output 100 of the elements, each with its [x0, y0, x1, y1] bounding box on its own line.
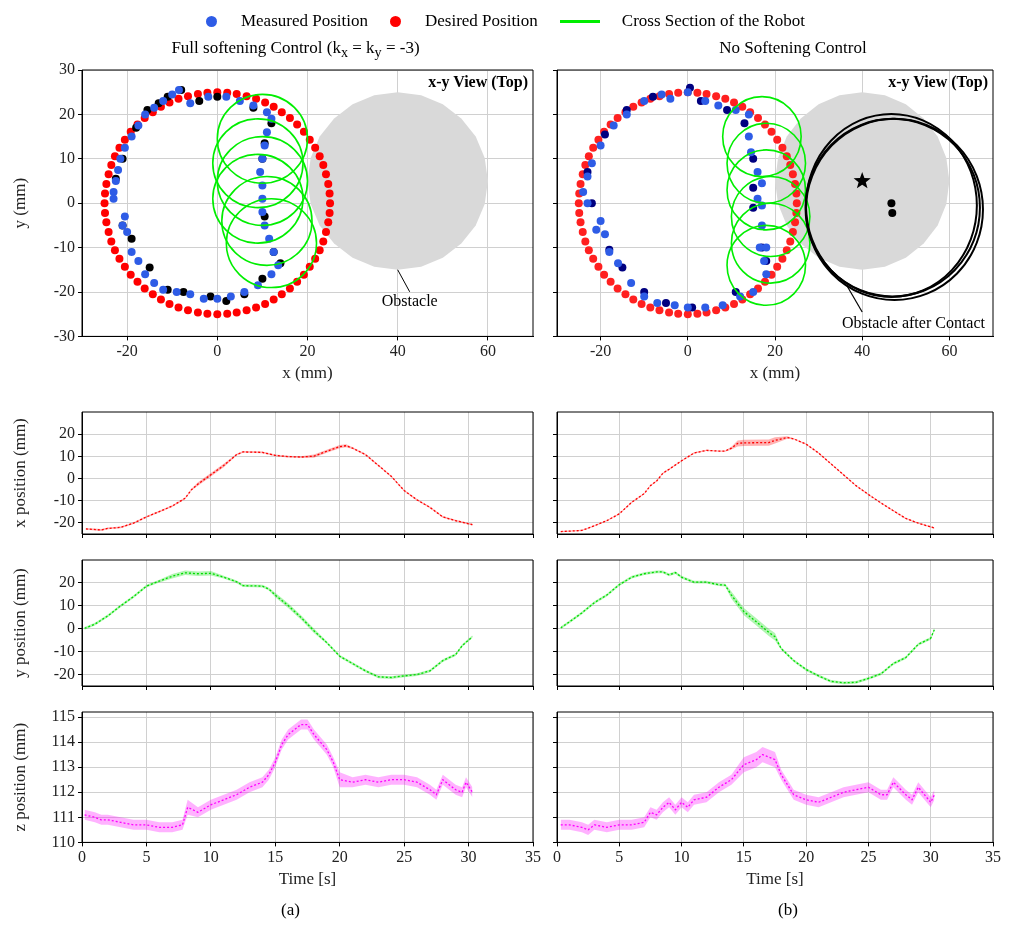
point	[226, 292, 235, 301]
y-tick-label: 112	[51, 782, 75, 800]
point	[195, 97, 204, 106]
y-tick-label: 10	[59, 446, 75, 464]
x-tick-label: 20	[331, 848, 348, 866]
chart-subtitle: x-y View (Top)	[428, 73, 528, 92]
text: Cross Section of the Robot	[621, 11, 806, 31]
point	[159, 285, 168, 294]
x-axis-title: x (mm)	[749, 363, 801, 383]
point	[887, 199, 896, 208]
x-tick-label: 35	[525, 848, 541, 866]
y-tick-label: 115	[51, 707, 75, 725]
point	[600, 230, 609, 239]
point	[267, 270, 276, 279]
point	[114, 165, 123, 174]
x-tick-label: 5	[615, 848, 624, 866]
point	[596, 141, 605, 150]
y-tick-label: -10	[53, 641, 75, 659]
point	[213, 92, 222, 101]
legend-label: Desired Position	[424, 11, 538, 31]
point	[127, 132, 136, 141]
text: (b)	[777, 900, 799, 920]
x-tick-label: 60	[941, 342, 958, 360]
x-axis-title: Time [s]	[746, 869, 804, 889]
point	[199, 294, 208, 303]
point	[596, 216, 605, 225]
point	[256, 168, 265, 177]
chart-title: Full softening Control (k$_{x}$ = k$_{y}$ = -3)	[170, 37, 421, 61]
point	[701, 97, 710, 106]
point	[186, 99, 195, 108]
x-tick-label: 60	[479, 342, 496, 360]
y-tick-label: 30	[59, 60, 75, 78]
x-tick-label: 20	[299, 342, 316, 360]
point	[222, 92, 231, 101]
y-tick-label: 0	[67, 468, 75, 486]
point	[740, 119, 749, 128]
point	[127, 234, 136, 243]
point	[662, 299, 670, 308]
point	[150, 103, 159, 112]
point	[683, 303, 692, 312]
x-tick-label: 0	[553, 848, 561, 866]
point	[627, 279, 636, 288]
legend-label: Measured Position	[240, 11, 368, 31]
x-tick-label: 30	[922, 848, 939, 866]
point	[150, 279, 159, 288]
point	[888, 208, 897, 217]
y-tick-label: 20	[59, 104, 75, 122]
y-tick-label: -20	[53, 513, 75, 531]
y-tick-label: 0	[67, 618, 75, 636]
point	[258, 208, 267, 217]
point	[222, 296, 231, 305]
x-tick-label: 10	[673, 848, 690, 866]
y-tick-label: 111	[52, 807, 75, 825]
point	[757, 179, 766, 188]
point	[262, 108, 271, 117]
point	[762, 270, 771, 279]
y-tick-label: 113	[51, 757, 75, 775]
x-tick-label: 5	[142, 848, 151, 866]
y-tick-label: 20	[59, 424, 75, 442]
point	[120, 143, 129, 152]
x-tick-label: -20	[116, 342, 138, 360]
point	[127, 248, 136, 257]
x-tick-label: 25	[860, 848, 877, 866]
y-axis-title: y position (mm)	[9, 568, 29, 678]
point	[701, 303, 710, 312]
point	[583, 172, 592, 181]
point	[109, 188, 118, 197]
x-tick-label: 0	[78, 848, 86, 866]
y-tick-label: -10	[53, 490, 75, 508]
point	[749, 183, 758, 192]
x-axis-title: Time [s]	[278, 869, 337, 889]
y-tick-label: 0	[67, 193, 75, 211]
x-tick-label: 0	[683, 342, 692, 360]
point	[134, 256, 143, 265]
point	[186, 290, 195, 299]
x-tick-label: 30	[460, 848, 477, 866]
chart-subtitle: x-y View (Top)	[888, 73, 988, 92]
point	[640, 292, 649, 301]
point	[614, 259, 623, 268]
y-tick-label: 114	[51, 732, 75, 750]
point	[123, 228, 132, 237]
y-tick-label: 10	[59, 149, 75, 166]
x-tick-label: 10	[202, 848, 219, 866]
point	[159, 97, 168, 106]
point	[653, 299, 662, 308]
y-tick-label: -20	[53, 282, 75, 300]
x-tick-label: 15	[267, 848, 284, 866]
y-tick-label: 20	[59, 573, 75, 591]
y-axis-title: z position (mm)	[9, 722, 29, 832]
point	[714, 101, 723, 110]
y-tick-label: -20	[53, 664, 75, 682]
point	[262, 128, 271, 137]
x-tick-label: 40	[389, 342, 406, 360]
point	[145, 263, 154, 272]
point	[723, 105, 732, 114]
point	[753, 168, 762, 177]
annotation: Obstacle	[381, 292, 438, 309]
point	[749, 154, 758, 163]
chart-title: No Softening Control	[718, 37, 868, 59]
point	[213, 294, 222, 303]
